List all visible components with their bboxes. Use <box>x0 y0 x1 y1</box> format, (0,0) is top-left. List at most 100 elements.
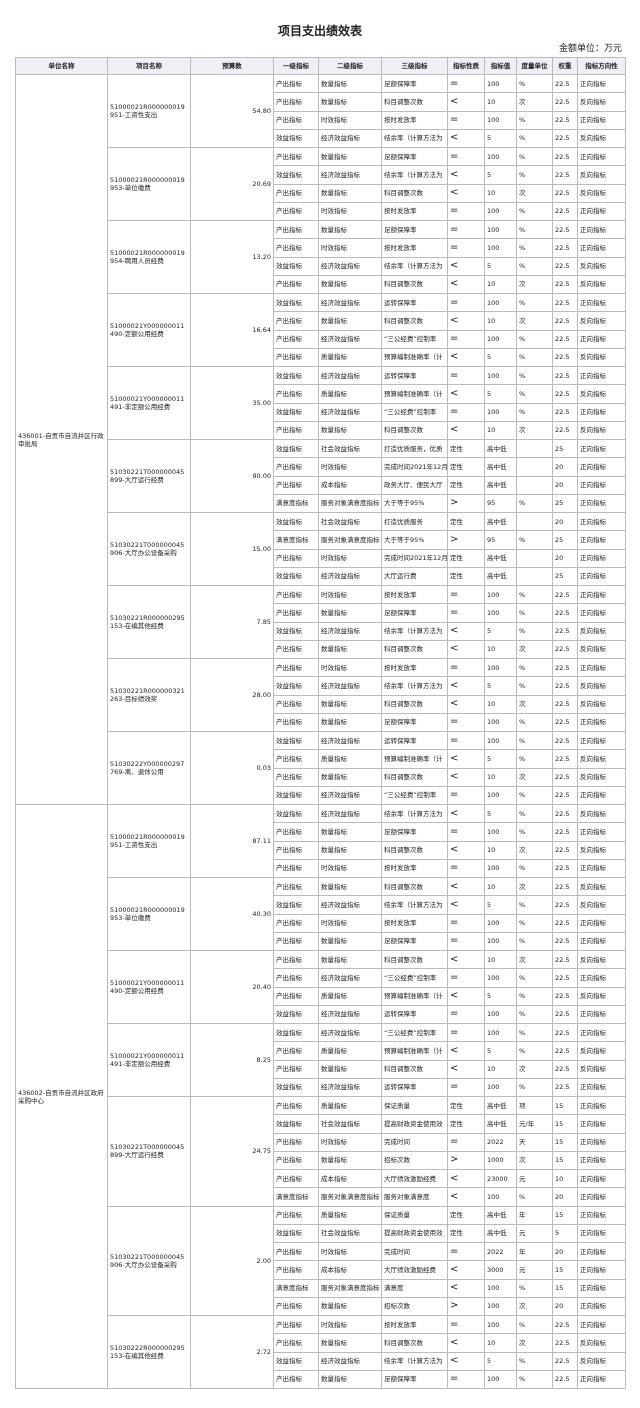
unit: 年 <box>516 1205 553 1225</box>
level1: 产出指标 <box>273 712 319 733</box>
nature: < <box>447 676 485 696</box>
direction: 正向指标 <box>577 1095 626 1116</box>
direction: 正向指标 <box>577 438 626 459</box>
nature: < <box>447 767 485 787</box>
weight: 20 <box>552 511 578 532</box>
level1: 效益指标 <box>273 895 319 915</box>
direction: 反向指标 <box>577 1059 626 1079</box>
budget: 13.20 <box>190 220 274 294</box>
level2: 经济效益指标 <box>318 292 382 313</box>
unit: % <box>516 1004 553 1025</box>
level3: 结余率（计算方法为 <box>381 256 448 276</box>
level2: 经济效益指标 <box>318 785 382 806</box>
weight: 22.5 <box>552 621 578 641</box>
budget: 7.85 <box>190 585 274 659</box>
weight: 22.5 <box>552 1059 578 1079</box>
unit: 次 <box>516 840 553 860</box>
target: 100 <box>484 402 517 422</box>
level2: 经济效益指标 <box>318 621 382 641</box>
header-cell: 单位名称 <box>15 57 108 75</box>
nature: = <box>447 201 485 222</box>
level3: 服务对象满意度 <box>381 1187 448 1207</box>
header-cell: 三级指标 <box>381 57 448 75</box>
direction: 正向指标 <box>577 548 626 568</box>
target: 100 <box>484 712 517 733</box>
target: 5 <box>484 128 517 149</box>
level3: 运转保障率 <box>381 730 448 751</box>
target: 100 <box>484 1004 517 1025</box>
table-row: 51030221R000000321263-目标绩效奖 28.00 产出指标 时效指标… <box>16 657 626 732</box>
weight: 22.5 <box>552 803 578 824</box>
level1: 产出指标 <box>273 183 319 203</box>
target: 高中低 <box>484 1114 517 1134</box>
target: 100 <box>484 584 517 605</box>
weight: 22.5 <box>552 730 578 751</box>
weight: 20 <box>552 1187 578 1207</box>
direction: 反向指标 <box>577 767 626 787</box>
weight: 22.5 <box>552 274 578 295</box>
unit: % <box>516 621 553 641</box>
level1: 效益指标 <box>273 785 319 806</box>
level1: 产出指标 <box>273 749 319 769</box>
nature: 定性 <box>447 457 485 477</box>
nature: = <box>447 968 485 988</box>
table-body: 436001-自贡市自流井区行政审批局 51000021R000000019951… <box>15 73 626 1390</box>
budget: 24.75 <box>190 1096 274 1207</box>
level3: 大于等于95% <box>381 530 448 550</box>
level3: 运转保障率 <box>381 292 448 313</box>
level3: 预算编制准确率（计 <box>381 1041 448 1061</box>
level3: 足额保障率 <box>381 146 448 167</box>
table-row: 产出指标 数量指标 足额保障率 = 100% 22.5 正向指标 <box>16 603 626 623</box>
weight: 22.5 <box>552 1333 578 1353</box>
target: 5 <box>484 986 517 1006</box>
unit: % <box>516 785 553 806</box>
nature: = <box>447 292 485 313</box>
level2: 经济效益指标 <box>318 895 382 915</box>
weight: 22.5 <box>552 365 578 386</box>
unit: % <box>516 530 553 550</box>
target: 10 <box>484 1059 517 1079</box>
level2: 服务对象满意度指标 <box>318 530 382 550</box>
project-name: 51000021R000000019951-工资性支出 <box>107 804 191 878</box>
weight: 20 <box>552 548 578 568</box>
weight: 15 <box>552 1205 578 1225</box>
level3: 科目调整次数 <box>381 183 448 203</box>
table-row: 产出指标 数量指标 足额保障率 = 100% 22.5 正向指标 <box>16 822 626 842</box>
weight: 25 <box>552 438 578 459</box>
level2: 质量指标 <box>318 986 382 1006</box>
level3: 完成时间 <box>381 1241 448 1262</box>
level1: 产出指标 <box>273 238 319 258</box>
weight: 22.5 <box>552 858 578 879</box>
direction: 反向指标 <box>577 347 626 368</box>
level2: 经济效益指标 <box>318 256 382 276</box>
level3: 按时发放率 <box>381 1314 448 1335</box>
table-row: 51000021R000000019954-聘用人员经费 13.20 产出指标 数量指… <box>16 219 626 294</box>
direction: 正向指标 <box>577 146 626 167</box>
weight: 15 <box>552 1260 578 1280</box>
unit <box>516 511 553 532</box>
level3: 结余率（计算方法为 <box>381 128 448 149</box>
level3: 运转保障率 <box>381 1004 448 1025</box>
level3: 科目调整次数 <box>381 311 448 331</box>
level1: 效益指标 <box>273 402 319 422</box>
weight: 22.5 <box>552 1022 578 1043</box>
level2: 经济效益指标 <box>318 128 382 149</box>
level3: 打造优质服务 <box>381 511 448 532</box>
level3: 科目调整次数 <box>381 639 448 660</box>
level2: 数量指标 <box>318 1150 382 1171</box>
nature: = <box>447 1022 485 1043</box>
level3: 科目调整次数 <box>381 274 448 295</box>
target: 100 <box>484 201 517 222</box>
target: 2022 <box>484 1132 517 1152</box>
level3: 打造优质服务，优质 <box>381 438 448 459</box>
nature: < <box>447 128 485 149</box>
nature: < <box>447 749 485 769</box>
target: 5 <box>484 676 517 696</box>
level3: 提高财政资金使用效 <box>381 1114 448 1134</box>
nature: < <box>447 92 485 112</box>
level3: 结余率（计算方法为 <box>381 165 448 185</box>
level2: 数量指标 <box>318 767 382 787</box>
weight: 22.5 <box>552 694 578 714</box>
level2: 时效指标 <box>318 201 382 222</box>
table-row: 满意度指标 服务对象满意度指标 大于等于95% >95% 25 正向指标 <box>16 530 626 550</box>
